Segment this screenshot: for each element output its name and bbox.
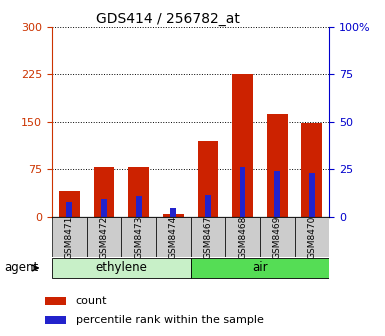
Bar — [94, 167, 114, 217]
Bar — [267, 114, 288, 217]
Bar — [295, 217, 329, 257]
Bar — [239, 167, 246, 217]
Text: GSM8472: GSM8472 — [99, 215, 109, 258]
Text: GSM8473: GSM8473 — [134, 215, 143, 259]
Text: air: air — [252, 261, 268, 275]
Bar — [45, 297, 65, 305]
Text: GSM8470: GSM8470 — [307, 215, 316, 259]
Bar — [156, 217, 191, 257]
Text: GSM8474: GSM8474 — [169, 215, 178, 258]
Bar — [163, 214, 184, 217]
Text: percentile rank within the sample: percentile rank within the sample — [76, 315, 264, 325]
Bar — [198, 141, 218, 217]
Bar — [87, 217, 121, 257]
Bar — [121, 217, 156, 257]
Bar — [309, 173, 315, 217]
Text: GSM8469: GSM8469 — [273, 215, 282, 259]
Bar — [170, 208, 176, 217]
Bar — [225, 217, 260, 257]
Bar — [128, 167, 149, 217]
Text: GSM8468: GSM8468 — [238, 215, 247, 259]
Text: GSM8467: GSM8467 — [203, 215, 213, 259]
Text: GDS414 / 256782_at: GDS414 / 256782_at — [95, 12, 239, 26]
Bar — [101, 199, 107, 217]
Bar — [260, 217, 295, 257]
Bar — [191, 217, 225, 257]
Text: agent: agent — [4, 261, 38, 274]
Bar — [274, 171, 280, 217]
Bar — [66, 203, 72, 217]
Bar — [191, 258, 329, 278]
Bar — [59, 192, 80, 217]
Bar — [52, 258, 191, 278]
Bar — [45, 316, 65, 324]
Bar — [52, 217, 87, 257]
Text: ethylene: ethylene — [95, 261, 147, 275]
Text: count: count — [76, 296, 107, 306]
Text: GSM8471: GSM8471 — [65, 215, 74, 259]
Bar — [301, 123, 322, 217]
Bar — [205, 195, 211, 217]
Bar — [136, 196, 142, 217]
Bar — [232, 74, 253, 217]
